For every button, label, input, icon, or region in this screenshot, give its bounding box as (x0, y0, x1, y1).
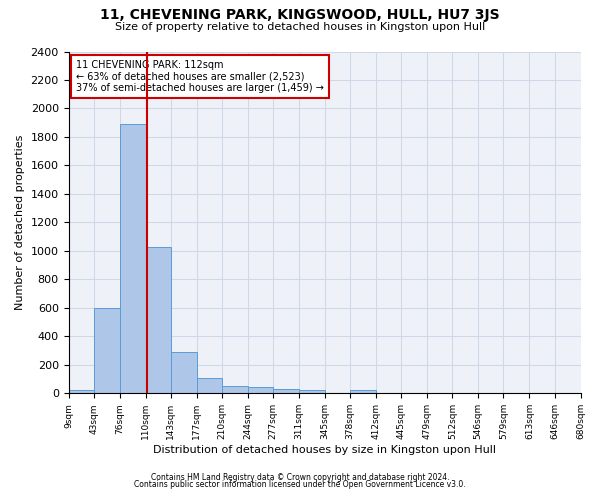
Bar (146, 246, 171, 394)
Text: Contains HM Land Registry data © Crown copyright and database right 2024.: Contains HM Land Registry data © Crown c… (151, 473, 449, 482)
Text: 11, CHEVENING PARK, KINGSWOOD, HULL, HU7 3JS: 11, CHEVENING PARK, KINGSWOOD, HULL, HU7… (100, 8, 500, 22)
Y-axis label: Number of detached properties: Number of detached properties (15, 134, 25, 310)
Text: 11 CHEVENING PARK: 112sqm
← 63% of detached houses are smaller (2,523)
37% of se: 11 CHEVENING PARK: 112sqm ← 63% of detac… (76, 60, 324, 93)
Text: Contains public sector information licensed under the Open Government Licence v3: Contains public sector information licen… (134, 480, 466, 489)
Bar (273, 389, 299, 394)
Bar (350, 390, 376, 394)
Text: Size of property relative to detached houses in Kingston upon Hull: Size of property relative to detached ho… (115, 22, 485, 32)
Bar (94, 308, 119, 394)
Bar (248, 387, 273, 394)
Bar (197, 378, 222, 394)
Bar (222, 386, 248, 394)
X-axis label: Distribution of detached houses by size in Kingston upon Hull: Distribution of detached houses by size … (153, 445, 496, 455)
Bar (68, 390, 94, 394)
Bar (171, 352, 197, 394)
Bar (299, 390, 325, 394)
Bar (119, 124, 146, 394)
